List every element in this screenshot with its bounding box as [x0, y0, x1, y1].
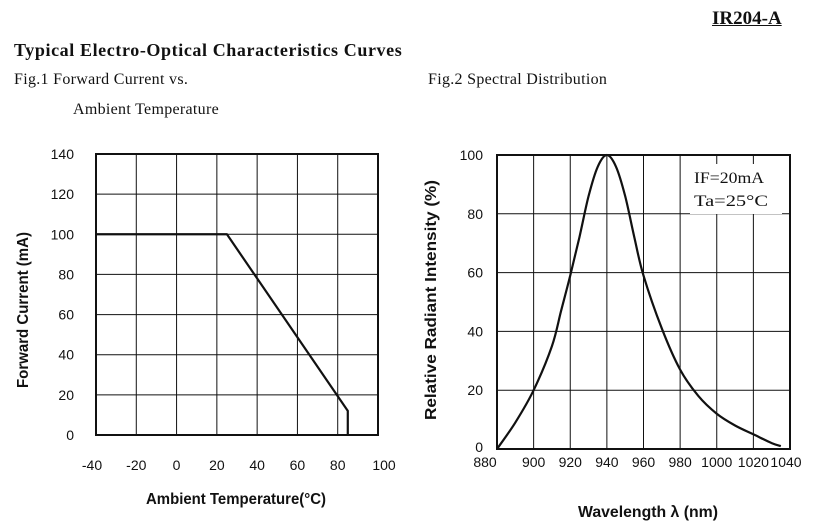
fig1-y-tick-label: 60 — [58, 307, 74, 323]
fig1-x-axis-label: Ambient Temperature(°C) — [146, 491, 326, 508]
fig1-y-axis-label: Forward Current (mA) — [15, 232, 32, 388]
fig2-x-tick-label: 880 — [473, 454, 497, 470]
fig2-x-tick-label: 1040 — [770, 454, 801, 470]
page-title: Typical Electro-Optical Characteristics … — [14, 40, 403, 60]
fig1-x-tick-label: 40 — [249, 457, 265, 473]
fig1-series-line — [96, 233, 349, 435]
fig2-y-tick-label: 80 — [467, 206, 483, 222]
fig1-y-tick-label: 120 — [51, 186, 75, 202]
fig1-x-tick-label: 100 — [372, 457, 396, 473]
fig1-title-line1: Fig.1 Forward Current vs. — [14, 71, 189, 88]
fig1-x-tick-label: -40 — [82, 457, 102, 473]
fig1-y-ticks: 0 20 40 60 80 100 120 140 — [51, 146, 75, 443]
fig2-y-axis-label: Relative Radiant Intensity (%) — [423, 180, 440, 420]
fig2-y-tick-label: 60 — [467, 265, 483, 281]
fig2-x-tick-label: 940 — [595, 454, 619, 470]
fig2-annotation-temperature: Ta=25°C — [694, 193, 768, 210]
fig2-y-tick-label: 40 — [467, 323, 483, 339]
fig2-series — [496, 153, 782, 450]
fig2-x-tick-label: 1000 — [701, 454, 732, 470]
fig1-y-tick-label: 0 — [66, 427, 74, 443]
fig2-annotation-current: IF=20mA — [694, 170, 764, 187]
fig2-y-ticks: 0 20 40 60 80 100 — [460, 147, 484, 455]
fig1-grid — [95, 153, 379, 436]
fig1-plot-frame — [95, 153, 379, 436]
fig2-title: Fig.2 Spectral Distribution — [428, 71, 608, 88]
fig1-title-line2: Ambient Temperature — [73, 101, 220, 118]
fig2-x-ticks: 880 900 920 940 960 980 1000 1020 1040 — [473, 454, 801, 470]
fig2-y-tick-label: 100 — [460, 147, 484, 163]
fig2-chart: 0 20 40 60 80 100 880 900 920 940 960 980 1000 1020 1… — [423, 147, 802, 521]
fig1-chart: 0 20 40 60 80 100 120 140 -40 -20 0 20 40 60 80 100 Am… — [15, 146, 396, 508]
fig1-y-tick-label: 20 — [58, 387, 74, 403]
fig1-y-tick-label: 80 — [58, 266, 74, 282]
document-id: IR204-A — [712, 8, 782, 29]
fig1-x-tick-label: -20 — [126, 457, 146, 473]
fig1-x-ticks: -40 -20 0 20 40 60 80 100 — [82, 457, 396, 473]
fig1-y-tick-label: 140 — [51, 146, 75, 162]
fig2-x-axis-label: Wavelength λ (nm) — [578, 504, 718, 521]
fig1-x-tick-label: 60 — [290, 457, 306, 473]
fig2-x-tick-label: 900 — [522, 454, 546, 470]
fig2-plot-frame — [496, 154, 791, 450]
fig2-grid — [496, 154, 791, 450]
fig1-x-tick-label: 20 — [209, 457, 225, 473]
fig2-y-tick-label: 0 — [475, 439, 483, 455]
fig2-y-tick-label: 20 — [467, 382, 483, 398]
fig1-series — [96, 233, 349, 435]
fig2-annotation-background — [690, 164, 782, 214]
fig1-y-tick-label: 100 — [51, 226, 75, 242]
fig2-series-line — [496, 153, 782, 450]
fig1-y-tick-label: 40 — [58, 347, 74, 363]
fig2-x-tick-label: 920 — [559, 454, 583, 470]
fig2-x-tick-label: 980 — [668, 454, 692, 470]
fig2-x-tick-label: 1020 — [738, 454, 769, 470]
fig1-x-tick-label: 0 — [173, 457, 181, 473]
fig1-x-tick-label: 80 — [330, 457, 346, 473]
fig2-x-tick-label: 960 — [632, 454, 656, 470]
